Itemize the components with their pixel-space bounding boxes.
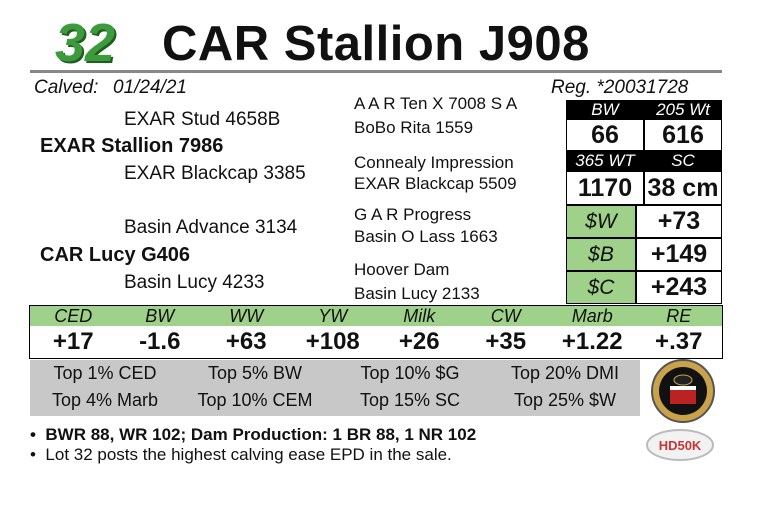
dam: CAR Lucy G406 [40,244,191,266]
ranking: Top 25% $W [513,390,617,410]
ranking: Top 10% $G [360,363,460,383]
epd-value: -1.6 [116,326,203,358]
calved-label: Calved: [34,77,99,98]
lot-number: 32 [55,13,116,73]
ranking: Top 15% SC [359,390,461,410]
epd-table: CED +17 BW -1.6 WW +63 YW +108 Milk +26 CW +35 Marb +… [29,305,723,359]
index-label: $B [566,238,636,271]
epd-value: +.37 [635,326,722,358]
epd-value: +17 [30,326,117,358]
perf-header: 365 WT [566,151,644,171]
epd-header: Marb [549,306,636,326]
perf-header: 205 Wt [644,100,722,119]
sire-sire: EXAR Stud 4658B [124,109,281,130]
epd-value: +35 [462,326,549,358]
pedigree-name: Connealy Impression [354,153,514,172]
pedigree-name: EXAR Blackcap 5509 [354,174,517,193]
epd-header: YW [289,306,376,326]
ranking: Top 20% DMI [510,363,620,383]
registration: Reg. *20031728 [551,77,689,98]
index-value: +149 [636,238,722,271]
index-label: $W [566,205,636,238]
dam-sire: Basin Advance 3134 [124,217,298,238]
note-text: BWR 88, WR 102; Dam Production: 1 BR 88,… [45,425,477,444]
pedigree-name: Basin O Lass 1663 [354,227,498,246]
perf-value: 1170 [566,171,644,205]
ranking: Top 5% BW [207,363,303,383]
rankings-box: Top 1% CED Top 5% BW Top 10% $G Top 20% DMI… [30,360,640,416]
perf-header: BW [566,100,644,119]
epd-value: +26 [376,326,463,358]
ranking: Top 1% CED [53,363,157,383]
note: • Lot 32 posts the highest calving ease … [30,445,452,464]
epd-header: RE [635,306,722,326]
epd-header: CW [462,306,549,326]
index-value: +73 [636,205,722,238]
epd-value: +1.22 [549,326,636,358]
ranking: Top 10% CEM [197,390,313,410]
divider [30,70,722,73]
sire-dam: EXAR Blackcap 3385 [124,163,306,184]
calved-date: 01/24/21 [113,77,187,98]
pedigree-name: A A R Ten X 7008 S A [354,94,518,113]
epd-header: BW [116,306,203,326]
epd-header: CED [30,306,117,326]
association-logo [651,359,715,423]
index-label: $C [566,271,636,304]
epd-value: +108 [289,326,376,358]
pedigree-name: Hoover Dam [354,260,450,279]
note: • BWR 88, WR 102; Dam Production: 1 BR 8… [30,425,477,444]
pedigree-name: Basin Lucy 2133 [354,284,480,303]
dam-dam: Basin Lucy 4233 [124,272,265,293]
pedigree-name: G A R Progress [354,205,472,224]
index-value: +243 [636,271,722,304]
perf-header: SC [644,151,722,171]
epd-header: Milk [376,306,463,326]
perf-value: 66 [566,119,644,151]
hd50k-logo: HD50K [646,429,714,461]
note-text: Lot 32 posts the highest calving ease EP… [45,445,452,464]
perf-value: 38 cm [644,171,722,205]
ranking: Top 4% Marb [51,390,159,410]
epd-value: +63 [203,326,290,358]
pedigree-name: BoBo Rita 1559 [354,118,474,137]
hd50k-text: HD50K [659,438,702,453]
animal-name: CAR Stallion J908 [162,17,590,71]
sire: EXAR Stallion 7986 [40,135,224,157]
epd-header: WW [203,306,290,326]
perf-value: 616 [644,119,722,151]
